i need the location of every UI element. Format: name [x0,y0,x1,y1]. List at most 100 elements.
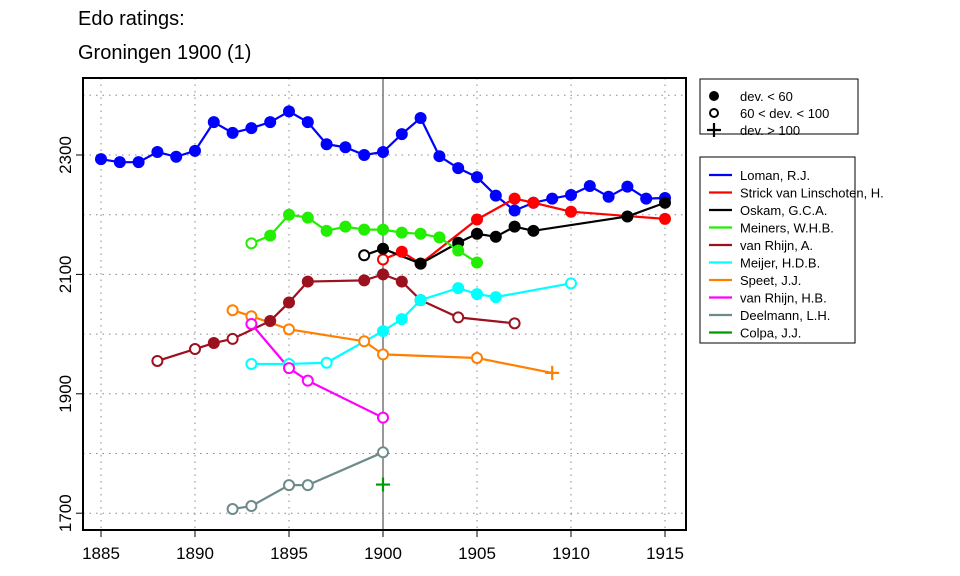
data-point [621,210,634,223]
data-point [339,141,352,154]
data-point [471,171,483,184]
data-point [377,223,389,236]
x-tick-label: 1910 [552,544,590,563]
data-point [301,275,314,288]
marker-legend-label: 60 < dev. < 100 [740,106,829,121]
data-point [207,337,220,350]
data-point [320,356,333,369]
data-point [95,153,107,166]
data-point [245,122,258,135]
data-point [452,244,465,257]
data-point [189,343,201,356]
data-point [414,227,427,240]
data-point [377,253,389,266]
data-point [414,111,427,124]
series-legend-label: Strick van Linschoten, H. [740,186,884,201]
data-point [301,116,314,129]
data-point [395,226,408,239]
series-legend-box [699,156,856,344]
data-point [377,146,389,159]
data-point [489,230,502,243]
data-point [264,229,277,242]
data-point [132,156,145,169]
data-point [395,313,408,326]
data-point [602,190,615,203]
data-point [245,317,258,330]
data-point [640,192,653,205]
y-tick-label: 1900 [56,375,75,413]
data-point [659,196,671,209]
data-point [433,231,446,244]
data-point [245,500,258,513]
data-point [264,116,277,129]
y-tick-label: 1700 [56,494,75,532]
data-point [489,189,502,202]
data-point [545,365,560,380]
data-point [395,128,408,141]
series-legend-label: Loman, R.J. [740,168,810,183]
data-point [489,291,502,304]
data-point [339,220,352,233]
data-point [358,274,371,287]
series-legend-label: Meijer, H.D.B. [740,256,820,271]
series-legend-label: Oskam, G.C.A. [740,203,827,218]
series-legend-label: van Rhijn, H.B. [740,291,827,306]
data-point [358,335,371,348]
data-point [377,348,389,361]
data-point [376,477,390,492]
data-point [189,144,201,157]
data-point [527,224,540,237]
data-point [452,311,465,324]
data-point [395,275,408,288]
data-point [508,192,521,205]
plot-frame [82,77,687,531]
data-point [414,294,427,307]
data-point [283,296,295,309]
data-point [226,503,239,516]
data-point [471,288,483,301]
marker-legend-box [699,78,859,135]
data-point [377,268,389,281]
data-point [226,126,239,139]
legend-marker [709,91,719,101]
data-point [301,479,314,492]
data-point [565,277,577,290]
x-tick-label: 1890 [176,544,214,563]
x-tick-label: 1895 [270,544,308,563]
data-point [471,213,483,226]
series-legend-label: Meiners, W.H.B. [740,221,834,236]
legend-marker [709,108,719,118]
series-line [250,323,384,419]
data-point [527,196,540,209]
y-tick-label: 2300 [56,136,75,174]
data-point [301,211,314,224]
data-point [546,192,559,205]
data-point [283,479,295,492]
data-point [320,224,333,237]
data-point [283,208,295,221]
data-point [245,237,258,250]
data-point [452,282,465,295]
data-point [508,204,521,217]
data-point [151,354,164,367]
data-point [245,357,258,370]
data-point [583,180,596,193]
data-point [358,149,371,161]
marker-legend-label: dev. < 60 [740,89,793,104]
y-tick-label: 2100 [56,255,75,293]
x-tick-label: 1905 [458,544,496,563]
data-point [226,332,239,345]
data-point [358,249,371,262]
data-point [170,150,183,163]
data-point [226,304,239,317]
chart-title-line-2: Groningen 1900 (1) [78,42,252,64]
data-point [283,105,295,118]
series-legend-label: Speet, J.J. [740,273,801,288]
data-point [283,362,295,375]
legend-marker [707,123,721,137]
series-legend-label: Colpa, J.J. [740,326,801,341]
data-point [151,146,164,159]
data-point [264,314,277,327]
